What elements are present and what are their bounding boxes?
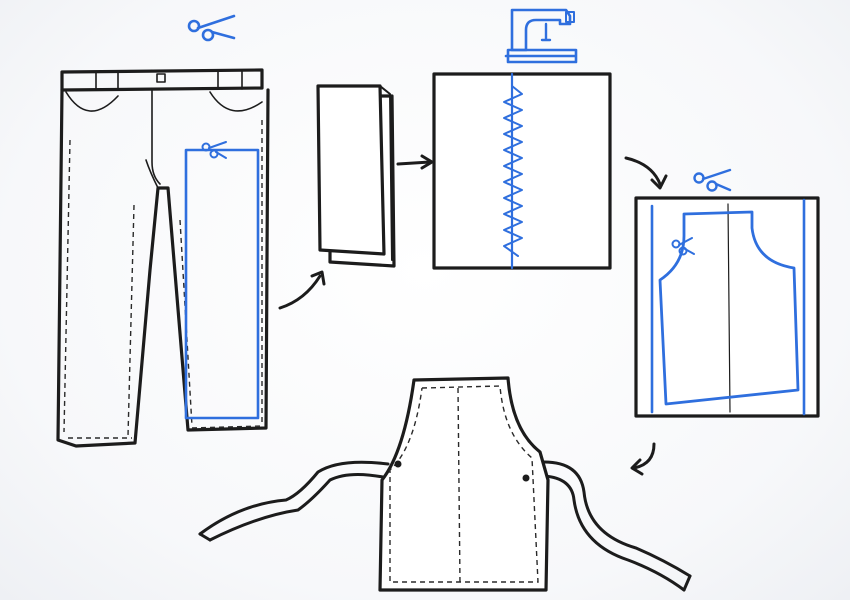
pattern-panel	[634, 196, 820, 418]
sewn-panel	[432, 72, 612, 270]
jeans-drawing	[56, 68, 270, 448]
arrow-icon	[624, 156, 668, 190]
jeans-button	[156, 73, 166, 83]
scissors-icon	[201, 141, 227, 159]
scissors-icon	[671, 237, 695, 256]
arrow-icon	[630, 442, 656, 476]
folded-fabric	[316, 84, 396, 268]
cut-outline	[184, 148, 260, 420]
arrow-icon	[278, 270, 326, 310]
sewing-machine-icon	[504, 8, 578, 64]
scissors-icon	[693, 168, 732, 192]
finished-apron	[198, 376, 692, 592]
scissors-icon	[187, 14, 236, 42]
arrow-icon	[396, 154, 434, 170]
